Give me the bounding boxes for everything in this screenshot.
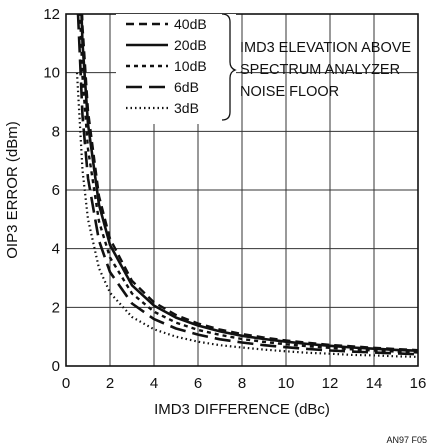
x-tick-label: 14 bbox=[366, 375, 383, 392]
x-tick-label: 4 bbox=[150, 375, 158, 392]
y-tick-label: 10 bbox=[43, 65, 60, 82]
series-group bbox=[75, 14, 418, 358]
y-tick-label: 6 bbox=[52, 182, 60, 199]
x-tick-label: 0 bbox=[62, 375, 70, 392]
y-tick-label: 0 bbox=[52, 358, 60, 375]
y-tick-label: 2 bbox=[52, 299, 60, 316]
legend-label-6dB: 6dB bbox=[174, 79, 199, 95]
x-tick-label: 2 bbox=[106, 375, 114, 392]
series-line-3dB bbox=[75, 72, 418, 358]
legend-note-line-3: NOISE FLOOR bbox=[240, 84, 339, 100]
legend-note-line-2: SPECTRUM ANALYZER bbox=[240, 62, 400, 78]
legend-label-3dB: 3dB bbox=[174, 100, 199, 116]
legend-note-line-1: IMD3 ELEVATION ABOVE bbox=[240, 40, 411, 56]
legend-brace bbox=[221, 13, 237, 121]
y-tick-label: 8 bbox=[52, 123, 60, 140]
legend-label-40dB: 40dB bbox=[174, 16, 207, 32]
y-axis-title: OIP3 ERROR (dBm) bbox=[4, 121, 21, 259]
plot-frame bbox=[65, 13, 419, 367]
legend-label-10dB: 10dB bbox=[174, 58, 207, 74]
legend: 40dB 20dB 10dB 6dB 3dB bbox=[116, 13, 237, 124]
x-tick-label: 6 bbox=[194, 375, 202, 392]
legend-label-20dB: 20dB bbox=[174, 37, 207, 53]
x-tick-label: 8 bbox=[238, 375, 246, 392]
x-axis-title: IMD3 DIFFERENCE (dBc) bbox=[154, 401, 330, 418]
y-tick-label: 4 bbox=[52, 241, 60, 258]
x-tick-label: 10 bbox=[278, 375, 295, 392]
x-tick-label: 16 bbox=[410, 375, 427, 392]
figure-id: AN97 F05 bbox=[386, 435, 427, 445]
tick-labels: 0 2 4 6 8 10 12 14 16 0 2 4 6 8 10 12 bbox=[43, 6, 426, 392]
x-tick-label: 12 bbox=[322, 375, 339, 392]
series-line-20dB bbox=[80, 14, 418, 352]
series-line-10dB bbox=[78, 14, 418, 354]
y-tick-label: 12 bbox=[43, 6, 60, 23]
legend-background bbox=[116, 14, 236, 124]
series-line-6dB bbox=[76, 14, 418, 356]
